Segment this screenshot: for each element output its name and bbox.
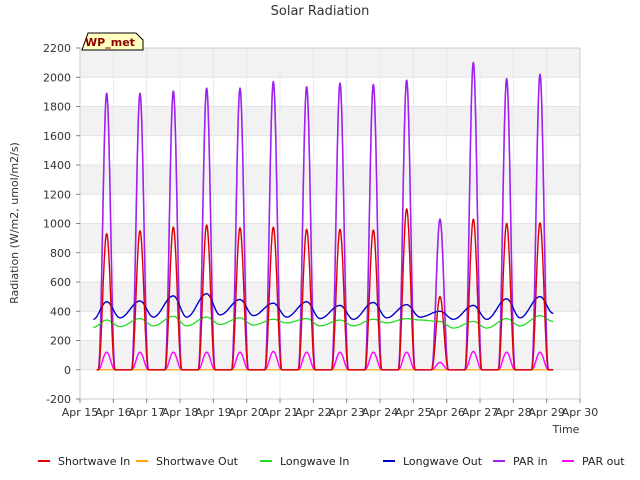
- y-band: [80, 106, 580, 136]
- legend-label-longwave-in: Longwave In: [280, 455, 349, 468]
- series-line-shortwave-in: [96, 208, 554, 371]
- legend-label-shortwave-out: Shortwave Out: [156, 455, 239, 468]
- plot-background-bands: [80, 48, 580, 399]
- legend: Shortwave In Shortwave Out Longwave In Long…: [38, 455, 625, 468]
- y-tick-label: 0: [64, 364, 71, 377]
- x-tick-label: Apr 28: [495, 406, 532, 419]
- y-tick-label: -200: [46, 393, 71, 406]
- y-tick-label: 400: [50, 305, 71, 318]
- y-band: [80, 369, 580, 399]
- y-band: [80, 77, 580, 107]
- x-tick-label: Apr 18: [162, 406, 199, 419]
- y-tick-label: 1400: [43, 159, 71, 172]
- x-tick-label: Apr 24: [362, 406, 399, 419]
- x-tick-label: Apr 22: [295, 406, 332, 419]
- x-tick-label: Apr 30: [562, 406, 599, 419]
- x-tick-label: Apr 29: [528, 406, 565, 419]
- x-tick-label: Apr 15: [62, 406, 99, 419]
- x-tick-label: Apr 25: [395, 406, 432, 419]
- x-tick-label: Apr 17: [128, 406, 165, 419]
- legend-label-longwave-out: Longwave Out: [403, 455, 483, 468]
- y-tick-label: 2200: [43, 42, 71, 55]
- y-axis-label: Radiation (W/m2, umol/m2/s): [8, 142, 21, 304]
- x-axis-label: Time: [552, 423, 580, 436]
- y-band: [80, 311, 580, 341]
- legend-label-par-out: PAR out: [582, 455, 625, 468]
- chart-title: Solar Radiation: [271, 4, 370, 19]
- y-band: [80, 194, 580, 224]
- y-tick-label: 1200: [43, 188, 71, 201]
- x-tick-label: Apr 23: [328, 406, 365, 419]
- y-tick-label: 1600: [43, 130, 71, 143]
- series-line-longwave-in: [93, 314, 554, 329]
- legend-label-par-in: PAR in: [513, 455, 548, 468]
- y-tick-label: 200: [50, 335, 71, 348]
- series-layer: [93, 61, 554, 371]
- y-band: [80, 282, 580, 312]
- station-label: WP_met: [85, 36, 135, 49]
- y-band: [80, 48, 580, 78]
- y-tick-label: 2000: [43, 71, 71, 84]
- x-tick-label: Apr 26: [428, 406, 465, 419]
- x-tick-label: Apr 20: [228, 406, 265, 419]
- legend-label-shortwave-in: Shortwave In: [58, 455, 130, 468]
- y-band: [80, 340, 580, 370]
- y-band: [80, 165, 580, 195]
- x-tick-label: Apr 16: [95, 406, 132, 419]
- y-band: [80, 252, 580, 282]
- y-tick-label: 1800: [43, 101, 71, 114]
- station-badge: WP_met: [81, 32, 144, 51]
- y-tick-label: 800: [50, 247, 71, 260]
- y-tick-label: 1000: [43, 218, 71, 231]
- y-band: [80, 223, 580, 253]
- y-tick-labels: -200 0 200 400 600 800 1000 1200 1400 1600 1800 200…: [43, 42, 80, 406]
- y-tick-label: 600: [50, 276, 71, 289]
- x-tick-label: Apr 21: [262, 406, 299, 419]
- x-tick-label: Apr 19: [195, 406, 232, 419]
- y-band: [80, 135, 580, 165]
- x-tick-label: Apr 27: [462, 406, 499, 419]
